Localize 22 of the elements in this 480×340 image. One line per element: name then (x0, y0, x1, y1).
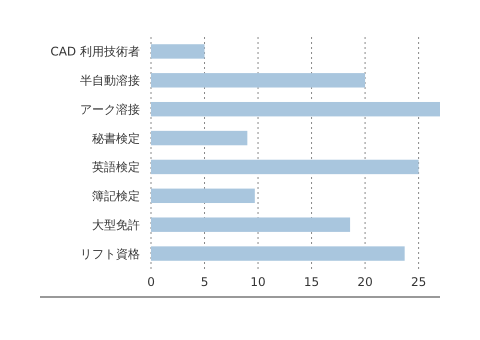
bar (151, 188, 255, 204)
y-tick-label: 簿記検定 (92, 189, 140, 204)
x-tick-label: 10 (250, 275, 266, 290)
bar (151, 217, 350, 232)
x-tick-label: 25 (410, 275, 426, 290)
x-tick-label: 15 (304, 275, 320, 290)
y-tick-label: 秘書検定 (92, 131, 140, 146)
bar (151, 246, 405, 261)
y-tick-label: アーク溶接 (80, 102, 140, 116)
x-tick-label: 0 (147, 275, 155, 290)
y-tick-label: 大型免許 (92, 218, 140, 232)
bar (151, 160, 419, 174)
y-tick-label: リフト資格 (80, 246, 140, 261)
y-tick-label: CAD 利用技術者 (50, 44, 140, 59)
x-tick-label: 5 (200, 275, 208, 290)
bar (151, 73, 366, 88)
bar (151, 44, 205, 59)
bar (151, 130, 248, 146)
x-tick-label: 20 (357, 275, 373, 290)
y-tick-label: 半自動溶接 (80, 74, 140, 88)
bar (151, 102, 440, 116)
y-tick-label: 英語検定 (92, 160, 140, 174)
